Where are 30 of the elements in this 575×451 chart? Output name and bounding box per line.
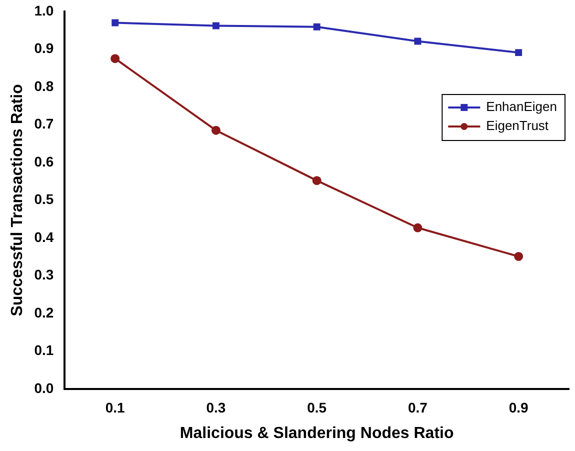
x-tick-label: 0.9 bbox=[508, 399, 529, 416]
y-tick-label: 0.2 bbox=[34, 304, 54, 320]
y-tick-label: 0.5 bbox=[34, 191, 54, 208]
y-tick-label: 0.9 bbox=[34, 40, 54, 56]
point bbox=[110, 54, 120, 64]
point bbox=[413, 223, 422, 232]
point bbox=[514, 252, 524, 261]
point bbox=[112, 19, 119, 26]
x-axis-title: Malicious & Slandering Nodes Ratio bbox=[180, 424, 454, 442]
x-tick-label: 0.3 bbox=[206, 399, 226, 416]
y-tick-label: 0.6 bbox=[34, 153, 54, 170]
point bbox=[212, 22, 220, 30]
legend-label: EnhanEigen bbox=[486, 99, 558, 114]
point bbox=[414, 38, 422, 45]
y-axis-title: Successful Transactions Ratio bbox=[9, 84, 26, 316]
point bbox=[211, 126, 220, 135]
y-tick-label: 0.4 bbox=[34, 228, 54, 245]
y-tick-label: 0.1 bbox=[34, 342, 54, 358]
y-tick-label: 0.7 bbox=[34, 116, 54, 132]
y-tick-label: 0.8 bbox=[34, 78, 54, 94]
x-tick-label: 0.7 bbox=[408, 399, 428, 416]
point bbox=[312, 176, 322, 186]
y-tick-label: 0.0 bbox=[34, 380, 54, 396]
legend-label: EigenTrust bbox=[486, 118, 549, 134]
y-tick-label: 0.3 bbox=[34, 266, 54, 283]
x-tick-label: 0.1 bbox=[105, 399, 126, 416]
x-tick-label: 0.5 bbox=[307, 399, 327, 416]
point bbox=[515, 49, 522, 56]
y-tick-label: 1.0 bbox=[34, 2, 54, 18]
point bbox=[313, 23, 320, 30]
